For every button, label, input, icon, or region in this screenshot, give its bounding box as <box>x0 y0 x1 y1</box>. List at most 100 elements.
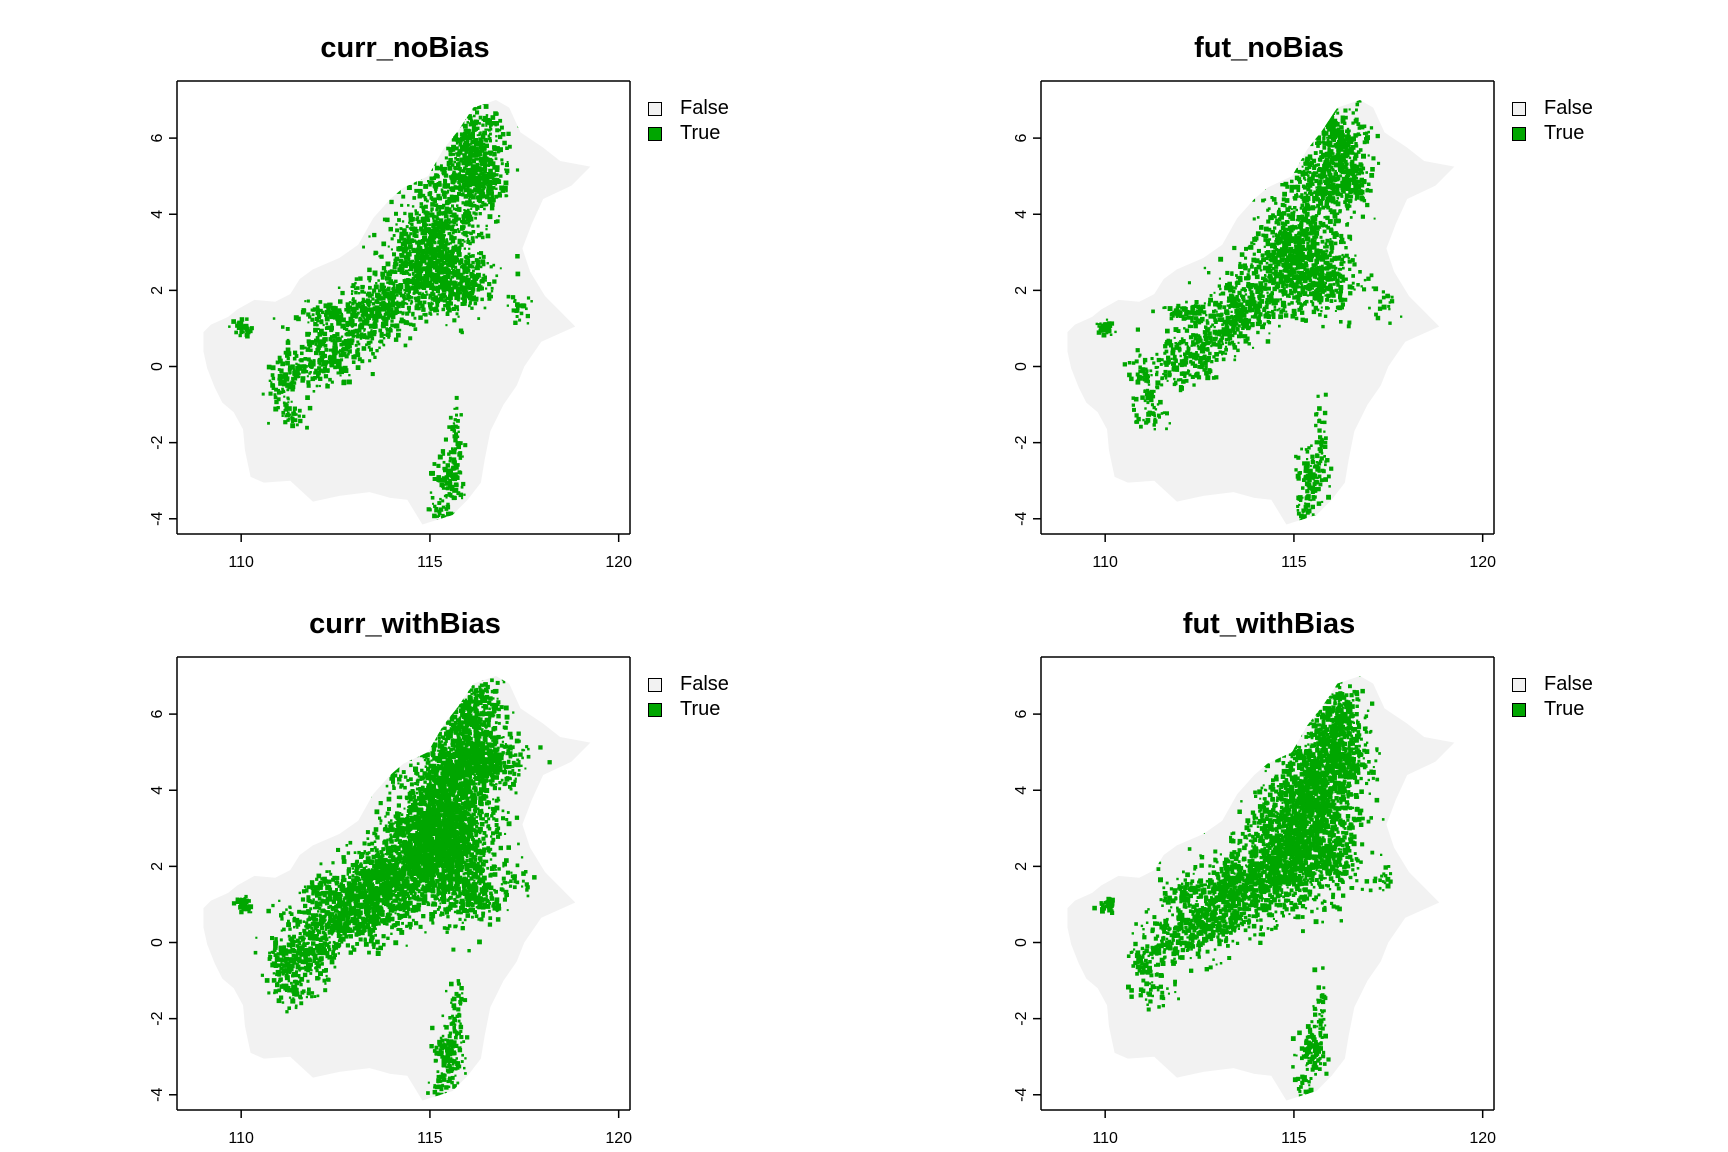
presence-cell <box>368 279 371 283</box>
presence-cell <box>278 381 283 386</box>
presence-cell <box>1280 212 1284 216</box>
presence-cell <box>1322 141 1328 146</box>
presence-cell <box>399 310 402 314</box>
presence-cell <box>440 267 444 271</box>
presence-cell <box>267 421 270 425</box>
presence-cell <box>1356 184 1362 190</box>
presence-cell <box>478 83 482 87</box>
presence-cell <box>397 218 401 222</box>
presence-cell <box>1346 139 1350 143</box>
presence-cell <box>1266 291 1269 294</box>
presence-cell <box>483 275 487 279</box>
presence-cell <box>1340 153 1344 156</box>
presence-cell <box>1269 299 1273 303</box>
presence-cell <box>1203 266 1207 270</box>
presence-cell <box>1268 215 1274 221</box>
presence-cell <box>466 121 470 124</box>
presence-cell <box>456 308 460 312</box>
presence-cell <box>352 285 356 289</box>
presence-cell <box>464 254 468 259</box>
presence-cell <box>1358 270 1362 274</box>
presence-cell <box>485 203 489 207</box>
presence-cell <box>487 160 492 165</box>
presence-cell <box>413 181 417 185</box>
presence-cell <box>1339 141 1343 146</box>
presence-cell <box>488 119 492 123</box>
presence-cell <box>1305 202 1310 207</box>
presence-cell <box>1252 252 1256 256</box>
presence-cell <box>1291 285 1294 288</box>
presence-cell <box>432 232 437 237</box>
presence-cell <box>444 166 448 171</box>
presence-cell <box>432 155 437 161</box>
presence-cell <box>506 161 509 163</box>
presence-cell <box>307 321 310 324</box>
presence-cell <box>428 280 433 285</box>
presence-cell <box>442 452 446 456</box>
presence-cell <box>1357 179 1362 184</box>
presence-cell <box>390 237 394 241</box>
presence-cell <box>386 319 389 322</box>
presence-cell <box>1340 190 1344 193</box>
presence-cell <box>1313 281 1319 287</box>
presence-cell <box>449 235 454 240</box>
presence-cell <box>468 96 470 98</box>
presence-cell <box>1329 251 1332 255</box>
presence-cell <box>486 292 492 297</box>
presence-cell <box>1309 228 1314 232</box>
presence-cell <box>1271 255 1275 259</box>
presence-cell <box>331 359 337 364</box>
presence-cell <box>480 278 485 284</box>
presence-cell <box>276 390 282 395</box>
presence-cell <box>448 157 453 163</box>
presence-cell <box>1272 299 1275 303</box>
presence-cell <box>474 212 478 216</box>
presence-cell <box>481 173 487 178</box>
presence-cell <box>1329 209 1333 212</box>
presence-cell <box>1230 310 1233 313</box>
presence-cell <box>292 368 296 371</box>
presence-cell <box>1272 286 1277 292</box>
presence-cell <box>448 120 453 125</box>
presence-cell <box>446 472 449 476</box>
presence-cell <box>456 173 461 179</box>
presence-cell <box>360 284 365 290</box>
presence-cell <box>1263 245 1266 248</box>
presence-cell <box>307 405 313 411</box>
presence-cell <box>397 267 402 272</box>
presence-cell <box>471 193 474 196</box>
presence-cell <box>1286 213 1291 217</box>
presence-cell <box>467 292 472 297</box>
presence-cell <box>443 437 448 442</box>
map-panel-curr-nobias: 110 115 120 6 4 2 0 -2 -4 curr_noBias False True <box>0 0 864 576</box>
presence-cell <box>299 344 305 350</box>
presence-cell <box>1338 295 1343 300</box>
presence-cell <box>372 326 375 329</box>
presence-cell <box>1244 256 1248 260</box>
presence-cell <box>1292 210 1296 214</box>
presence-cell <box>458 471 463 475</box>
presence-cell <box>332 350 337 356</box>
presence-cell <box>408 299 411 302</box>
presence-cell <box>1322 123 1327 127</box>
presence-cell <box>319 328 324 334</box>
presence-cell <box>1295 192 1298 195</box>
presence-cell <box>439 230 443 234</box>
presence-cell <box>1323 288 1327 293</box>
presence-cell <box>445 225 449 229</box>
presence-cell <box>1302 228 1307 233</box>
presence-cell <box>272 317 276 320</box>
presence-cell <box>463 166 467 170</box>
presence-cell <box>1298 218 1301 222</box>
presence-cell <box>1285 184 1290 189</box>
presence-cell <box>491 175 495 179</box>
presence-cell <box>323 343 328 348</box>
presence-cell <box>377 294 382 299</box>
presence-cell <box>1322 162 1326 165</box>
presence-cell <box>314 342 318 346</box>
presence-cell <box>1332 169 1335 172</box>
presence-cell <box>451 138 456 142</box>
presence-cell <box>466 261 470 265</box>
presence-cell <box>340 290 345 296</box>
